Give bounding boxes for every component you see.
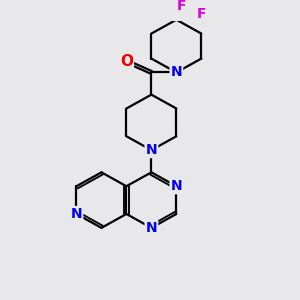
Text: F: F <box>177 0 187 13</box>
Text: N: N <box>146 143 157 157</box>
Text: N: N <box>146 221 157 235</box>
Text: N: N <box>70 207 82 221</box>
Text: N: N <box>171 65 182 80</box>
Text: N: N <box>171 179 182 193</box>
Text: O: O <box>120 54 133 69</box>
Text: F: F <box>196 7 206 21</box>
